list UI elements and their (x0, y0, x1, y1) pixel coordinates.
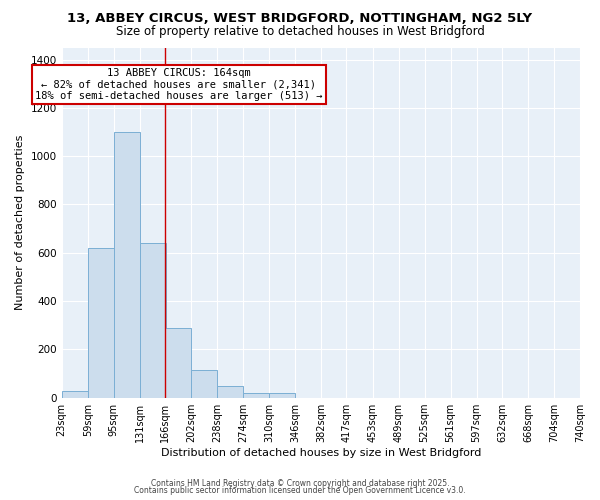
Text: 13, ABBEY CIRCUS, WEST BRIDGFORD, NOTTINGHAM, NG2 5LY: 13, ABBEY CIRCUS, WEST BRIDGFORD, NOTTIN… (67, 12, 533, 26)
Text: Size of property relative to detached houses in West Bridgford: Size of property relative to detached ho… (116, 25, 484, 38)
X-axis label: Distribution of detached houses by size in West Bridgford: Distribution of detached houses by size … (161, 448, 481, 458)
Y-axis label: Number of detached properties: Number of detached properties (15, 135, 25, 310)
Text: Contains public sector information licensed under the Open Government Licence v3: Contains public sector information licen… (134, 486, 466, 495)
Text: Contains HM Land Registry data © Crown copyright and database right 2025.: Contains HM Land Registry data © Crown c… (151, 478, 449, 488)
Bar (217, 386, 243, 398)
Bar (191, 370, 217, 398)
Bar (269, 393, 295, 398)
Bar (243, 393, 269, 398)
Bar (88, 248, 114, 398)
Bar (114, 132, 140, 398)
Text: 13 ABBEY CIRCUS: 164sqm
← 82% of detached houses are smaller (2,341)
18% of semi: 13 ABBEY CIRCUS: 164sqm ← 82% of detache… (35, 68, 323, 101)
Bar (165, 328, 191, 398)
Bar (62, 391, 88, 398)
Bar (140, 243, 166, 398)
